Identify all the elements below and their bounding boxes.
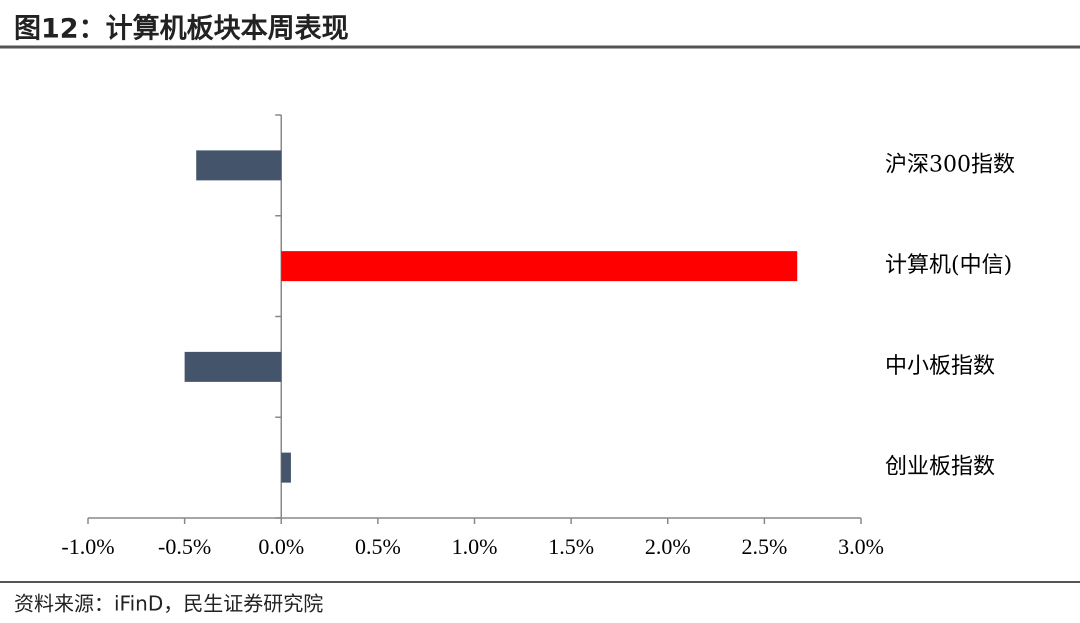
bar (196, 150, 282, 181)
category-label: 沪深300指数 (885, 152, 1015, 177)
x-tick-label: 1.5% (548, 534, 594, 559)
bar (184, 351, 282, 382)
chart-title: 图12：计算机板块本周表现 (14, 13, 349, 45)
x-tick-label: -0.5% (158, 534, 211, 559)
category-label: 创业板指数 (885, 455, 995, 480)
source: 资料来源：iFinD，民生证券研究院 (14, 592, 323, 616)
x-tick-label: -1.0% (61, 534, 114, 559)
x-tick-label: 2.5% (741, 534, 787, 559)
bar (281, 251, 798, 282)
category-label: 计算机(中信) (885, 253, 1012, 278)
x-tick-label: 1.0% (452, 534, 498, 559)
x-tick-label: 0.0% (258, 534, 304, 559)
bar (281, 452, 291, 483)
x-tick-label: 2.0% (645, 534, 691, 559)
x-tick-label: 0.5% (355, 534, 401, 559)
category-label: 中小板指数 (885, 354, 995, 379)
x-tick-label: 3.0% (838, 534, 884, 559)
